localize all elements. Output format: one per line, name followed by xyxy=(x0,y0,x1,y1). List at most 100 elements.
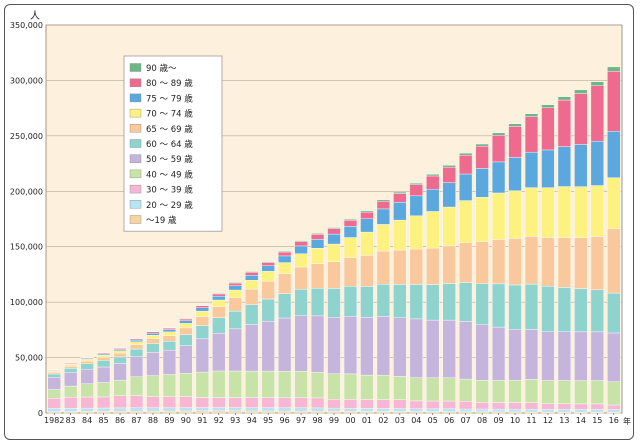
bar-segment xyxy=(475,168,489,198)
bar-segment xyxy=(459,242,473,283)
bar-segment xyxy=(228,370,242,398)
bar-segment xyxy=(113,350,127,354)
bar-segment xyxy=(607,292,621,334)
bar-segment xyxy=(393,193,407,203)
legend-swatch xyxy=(129,154,142,163)
bar-segment xyxy=(212,333,226,372)
bar-segment xyxy=(508,408,522,413)
bar-segment xyxy=(409,408,423,412)
bar-segment xyxy=(557,99,572,147)
bar-segment xyxy=(426,189,440,212)
bar-segment xyxy=(327,288,341,318)
x-tick-label: 05 xyxy=(428,416,438,425)
bar-segment xyxy=(47,372,61,375)
bar-segment xyxy=(195,325,209,340)
bar-segment xyxy=(360,218,374,233)
legend-swatch xyxy=(129,63,142,72)
bar-segment xyxy=(343,408,358,412)
bar-segment xyxy=(179,396,193,408)
bar-segment xyxy=(179,327,193,335)
bar-segment xyxy=(442,165,456,168)
bar-segment xyxy=(343,286,358,317)
bar-segment xyxy=(113,379,127,396)
bar-segment xyxy=(47,408,61,412)
bar-segment xyxy=(426,400,440,409)
bar-segment xyxy=(557,237,572,288)
bar-segment xyxy=(360,255,374,287)
bar-segment xyxy=(113,395,127,409)
legend-label: 60 ～ 64 歳 xyxy=(146,139,193,150)
bar-segment xyxy=(327,399,341,409)
bar-segment xyxy=(146,352,160,376)
bar-segment xyxy=(590,81,604,86)
bar-segment xyxy=(590,236,604,290)
bar-segment xyxy=(162,335,177,342)
legend-swatch xyxy=(129,124,142,133)
legend-label: 75 ～ 79 歳 xyxy=(146,93,193,104)
bar-segment xyxy=(228,410,242,414)
bar-segment xyxy=(426,174,440,177)
y-tick-label: 350,000 xyxy=(10,21,43,30)
bar-segment xyxy=(64,411,78,414)
bar-segment xyxy=(459,408,473,412)
bar-segment xyxy=(261,397,275,408)
legend-label: ～19 歳 xyxy=(146,215,177,226)
x-tick-label: 10 xyxy=(510,416,520,425)
bar-segment xyxy=(278,407,292,412)
bar-segment xyxy=(129,395,144,408)
bar-segment xyxy=(607,71,621,132)
bar-segment xyxy=(459,378,473,402)
bar-segment xyxy=(261,370,275,398)
bar-segment xyxy=(146,343,160,353)
x-tick-label: 88 xyxy=(148,416,158,425)
bar-segment xyxy=(508,123,522,127)
bar-segment xyxy=(294,288,308,316)
bar-segment xyxy=(212,370,226,398)
bar-segment xyxy=(327,261,341,289)
bar-segment xyxy=(393,219,407,251)
bar-segment xyxy=(459,152,473,156)
x-tick-label: 14 xyxy=(576,416,586,425)
bar-segment xyxy=(442,166,456,183)
x-tick-label: 04 xyxy=(411,416,421,425)
bar-segment xyxy=(179,345,193,374)
bar-segment xyxy=(491,402,506,410)
x-tick-label: 16 xyxy=(609,416,619,425)
bar-segment xyxy=(261,407,275,412)
bar-segment xyxy=(80,369,94,384)
bar-segment xyxy=(113,356,127,364)
bar-segment xyxy=(409,400,423,409)
bar-segment xyxy=(590,409,604,413)
bar-segment xyxy=(409,284,423,320)
bar-segment xyxy=(574,288,588,333)
bar-segment xyxy=(491,239,506,285)
bar-segment xyxy=(245,397,259,408)
bar-segment xyxy=(557,380,572,404)
bar-segment xyxy=(327,233,341,245)
bar-segment xyxy=(541,286,555,332)
bar-segment xyxy=(360,211,374,219)
bar-segment xyxy=(524,187,539,237)
bar-segment xyxy=(426,175,440,190)
bar-segment xyxy=(541,237,555,287)
bar-segment xyxy=(557,287,572,332)
bar-segment xyxy=(278,410,292,414)
bar-segment xyxy=(343,316,358,375)
bar-segment xyxy=(278,250,292,253)
bar-segment xyxy=(524,379,539,403)
bar-segment xyxy=(574,331,588,381)
bar-segment xyxy=(491,408,506,413)
bar-segment xyxy=(574,409,588,413)
bar-segment xyxy=(393,317,407,377)
bar-segment xyxy=(541,107,555,151)
bar-segment xyxy=(47,398,61,409)
bar-segment xyxy=(96,354,111,358)
bar-segment xyxy=(376,208,390,225)
bar-segment xyxy=(162,329,177,333)
x-tick-label: 01 xyxy=(362,416,372,425)
bar-segment xyxy=(179,407,193,412)
bar-segment xyxy=(327,411,341,414)
bar-segment xyxy=(146,407,160,412)
bar-segment xyxy=(409,182,423,185)
bar-segment xyxy=(557,96,572,101)
